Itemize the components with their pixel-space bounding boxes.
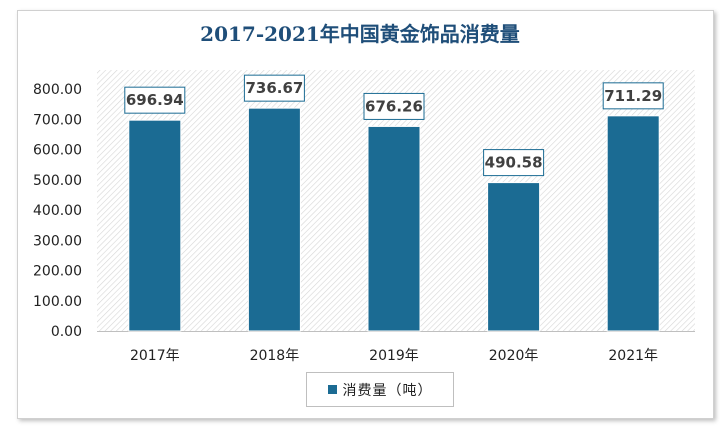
bar <box>247 107 301 332</box>
x-tick-label: 2018年 <box>250 348 300 364</box>
bar <box>487 182 541 332</box>
data-label-box <box>483 149 545 177</box>
data-label: 711.29 <box>604 87 662 105</box>
legend-swatch <box>327 385 337 394</box>
data-label-box <box>363 92 425 120</box>
data-label: 696.94 <box>126 91 184 109</box>
legend: 消费量（吨） <box>306 372 454 407</box>
y-tick-label: 500.00 <box>33 173 82 189</box>
data-label: 490.58 <box>485 154 543 172</box>
data-label-box <box>243 74 305 102</box>
data-label: 676.26 <box>365 97 423 115</box>
y-tick-label: 0.00 <box>51 324 82 340</box>
y-tick-label: 300.00 <box>33 233 82 249</box>
x-tick-label: 2021年 <box>608 348 658 364</box>
x-tick-label: 2017年 <box>130 348 180 364</box>
x-tick-label: 2020年 <box>489 348 539 364</box>
legend-label: 消费量（吨） <box>342 382 433 399</box>
data-label: 736.67 <box>245 79 303 97</box>
data-label-box <box>124 86 186 114</box>
y-tick-label: 600.00 <box>33 143 82 159</box>
y-tick-label: 800.00 <box>33 82 82 98</box>
data-label-box <box>602 82 664 110</box>
bar <box>128 119 182 332</box>
x-tick-label: 2019年 <box>369 348 419 364</box>
y-tick-label: 200.00 <box>33 264 82 280</box>
chart-title: 2017-2021年中国黄金饰品消费量 <box>200 22 520 46</box>
y-tick-label: 400.00 <box>33 203 82 219</box>
y-tick-label: 100.00 <box>33 294 82 310</box>
y-tick-label: 700.00 <box>33 112 82 128</box>
bar <box>367 125 421 332</box>
bar <box>606 115 660 332</box>
